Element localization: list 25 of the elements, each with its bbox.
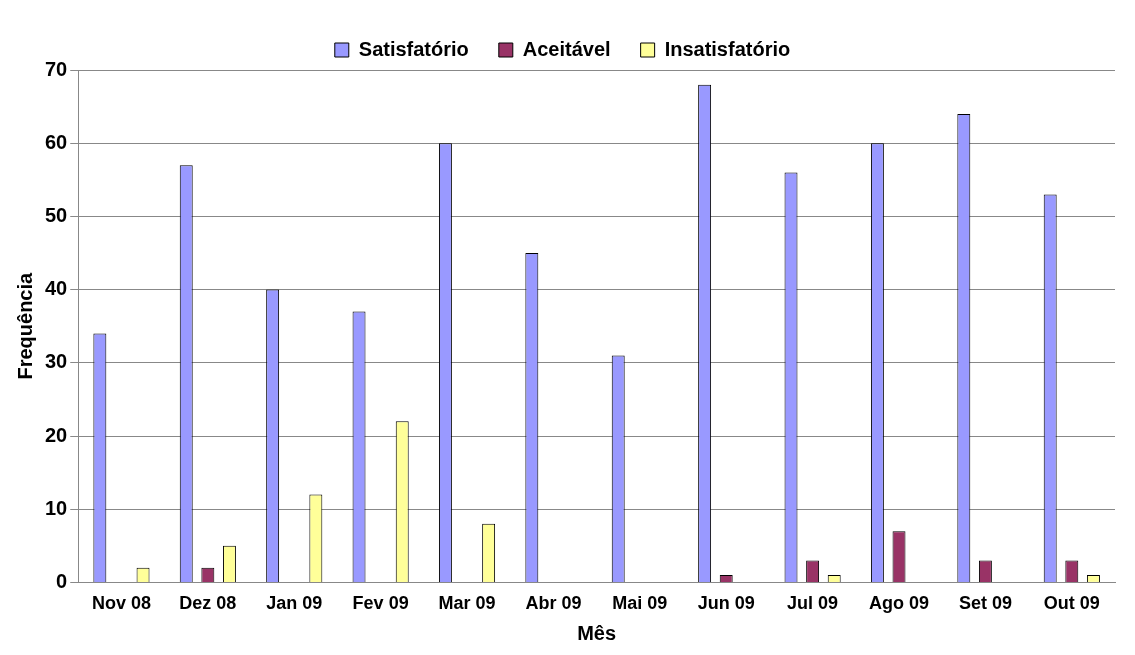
x-tick-label: Set 09 — [958, 593, 1012, 614]
x-tick-label: Jan 09 — [266, 593, 323, 614]
x-tick-label: Jun 09 — [697, 593, 755, 614]
y-tick-label: 40 — [45, 277, 68, 300]
legend-label: Satisfatório — [358, 37, 469, 60]
x-tick-label: Abr 09 — [525, 593, 582, 614]
x-tick-label: Nov 08 — [91, 593, 151, 614]
x-tick-label: Ago 09 — [869, 593, 930, 614]
y-tick-label: 20 — [45, 423, 68, 446]
y-axis-title: Frequência — [13, 271, 36, 380]
x-tick-label: Jul 09 — [787, 593, 839, 614]
y-tick-label: 60 — [45, 130, 68, 153]
x-tick-label: Out 09 — [1043, 593, 1100, 614]
y-tick-label: 30 — [45, 350, 68, 373]
x-tick-label: Mar 09 — [438, 593, 496, 614]
y-tick-label: 10 — [45, 496, 68, 519]
y-tick-label: 0 — [56, 569, 68, 592]
legend-label: Insatisfatório — [664, 37, 791, 60]
x-tick-label: Dez 08 — [179, 593, 237, 614]
y-tick-label: 50 — [45, 203, 68, 226]
legend-label: Aceitável — [522, 37, 611, 60]
x-tick-label: Fev 09 — [352, 593, 409, 614]
y-tick-label: 70 — [45, 57, 68, 80]
x-axis-title: Mês — [577, 621, 617, 644]
x-tick-label: Mai 09 — [612, 593, 668, 614]
